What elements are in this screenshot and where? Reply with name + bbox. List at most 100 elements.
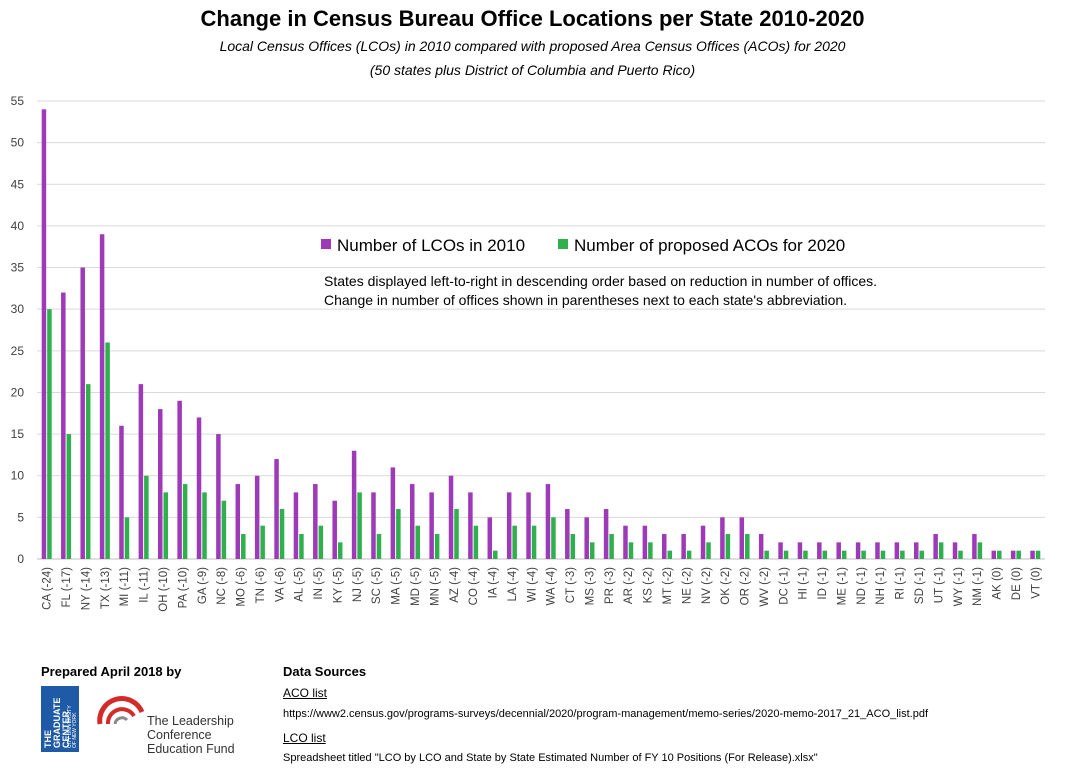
y-tick-label: 45 — [11, 177, 25, 191]
bar-lco-2010 — [603, 509, 609, 559]
y-tick-label: 35 — [11, 261, 25, 275]
bar-lco-2010 — [371, 492, 376, 559]
chart-subtitle: Local Census Offices (LCOs) in 2010 comp… — [219, 38, 846, 54]
bar-lco-2010 — [390, 467, 396, 559]
annotation-line-1: States displayed left-to-right in descen… — [324, 273, 877, 289]
x-tick-label: SD (-1) — [914, 567, 926, 604]
bar-lco-2010 — [991, 550, 997, 559]
bar-aco-2020 — [880, 550, 886, 559]
bar-aco-2020 — [783, 550, 789, 559]
bar-aco-2020 — [376, 534, 382, 559]
bar-lco-2010 — [274, 459, 279, 559]
bar-aco-2020 — [493, 550, 498, 559]
x-tick-label: NV (-2) — [701, 567, 713, 604]
legend-label-lco: Number of LCOs in 2010 — [337, 236, 525, 255]
x-tick-label: AR (-2) — [623, 567, 635, 604]
bar-aco-2020 — [570, 534, 576, 559]
lco-list-link[interactable]: LCO list — [283, 731, 326, 745]
bar-chart: 0 5 10 15 20 25 30 35 40 45 50 55 CA (-24) FL (-17) N… — [11, 94, 1045, 612]
bar-aco-2020 — [725, 534, 731, 559]
x-tick-label: OR (-2) — [740, 567, 752, 606]
prepared-by-label: Prepared April 2018 by — [41, 664, 182, 679]
bar-aco-2020 — [958, 550, 963, 559]
bar-lco-2010 — [817, 542, 822, 559]
x-tick-label: NE (-2) — [681, 567, 693, 604]
x-tick-label: UT (-1) — [933, 567, 945, 603]
bar-aco-2020 — [66, 434, 72, 559]
bar-aco-2020 — [667, 550, 672, 559]
x-tick-label: NC (-8) — [216, 567, 228, 605]
x-tick-label: NH (-1) — [875, 567, 887, 605]
bar-aco-2020 — [764, 550, 769, 559]
graduate-center-logo-sub: CITY UNIVERSITY OF NEW YORK — [67, 705, 78, 748]
bar-aco-2020 — [299, 534, 304, 559]
bar-lco-2010 — [565, 509, 570, 559]
bar-aco-2020 — [900, 550, 905, 559]
bar-aco-2020 — [85, 384, 91, 559]
x-tick-label: AL (-5) — [294, 567, 306, 602]
bar-lco-2010 — [972, 534, 977, 559]
x-tick-label: DC (-1) — [778, 567, 790, 605]
x-tick-label: IA (-4) — [488, 567, 500, 598]
x-tick-label: ME (-1) — [836, 567, 848, 606]
y-tick-label: 0 — [17, 552, 24, 566]
bar-aco-2020 — [531, 525, 537, 559]
bar-aco-2020 — [938, 542, 944, 559]
y-tick-label: 40 — [11, 219, 25, 233]
x-tick-label: IL (-11) — [139, 567, 151, 603]
bar-aco-2020 — [434, 534, 440, 559]
x-tick-label: OK (-2) — [720, 567, 732, 605]
bar-aco-2020 — [841, 550, 847, 559]
bar-lco-2010 — [158, 409, 163, 559]
bar-aco-2020 — [977, 542, 983, 559]
bar-lco-2010 — [196, 417, 202, 559]
bar-lco-2010 — [506, 492, 512, 559]
bar-aco-2020 — [241, 534, 246, 559]
chart-subtitle-scope: (50 states plus District of Columbia and… — [369, 62, 696, 78]
x-tick-label: KY (-5) — [332, 567, 344, 603]
x-tick-label: VT (0) — [1030, 567, 1042, 599]
bar-aco-2020 — [105, 342, 110, 559]
bar-aco-2020 — [144, 475, 149, 559]
y-tick-label: 55 — [11, 94, 25, 108]
bar-lco-2010 — [623, 525, 628, 559]
x-tick-label: NJ (-5) — [352, 567, 364, 602]
x-tick-label: MO (-6) — [236, 567, 248, 607]
x-tick-label: NY (-14) — [80, 567, 92, 610]
x-tick-label: ID (-1) — [817, 567, 829, 600]
bar-lco-2010 — [254, 475, 260, 559]
x-tick-label: MT (-2) — [662, 567, 674, 605]
chart-title: Change in Census Bureau Office Locations… — [200, 6, 865, 31]
y-axis-ticks: 0 5 10 15 20 25 30 35 40 45 50 55 — [11, 94, 25, 566]
x-tick-label: PA (-10) — [177, 567, 189, 608]
leadership-conference-logo-text: The Leadership Conference Education Fund — [147, 714, 235, 756]
bar-aco-2020 — [124, 517, 130, 559]
bar-aco-2020 — [648, 542, 653, 559]
y-tick-label: 15 — [11, 427, 25, 441]
x-tick-label: WA (-4) — [546, 567, 558, 606]
y-tick-label: 25 — [11, 344, 25, 358]
lco-list-description: Spreadsheet titled "LCO by LCO and State… — [283, 752, 818, 764]
x-axis-tick-labels: CA (-24) FL (-17) NY (-14) TX (-13) MI (-11)… — [42, 567, 1043, 612]
bar-aco-2020 — [512, 525, 517, 559]
bar-lco-2010 — [952, 542, 958, 559]
y-tick-label: 10 — [11, 469, 25, 483]
bar-lco-2010 — [720, 517, 725, 559]
x-tick-label: TX (-13) — [100, 567, 112, 609]
bar-aco-2020 — [318, 525, 324, 559]
bar-lco-2010 — [313, 484, 318, 559]
x-tick-label: IN (-5) — [313, 567, 325, 600]
x-tick-label: CT (-3) — [565, 567, 577, 603]
bar-lco-2010 — [80, 267, 85, 559]
x-tick-label: MA (-5) — [391, 567, 403, 605]
bar-aco-2020 — [357, 492, 362, 559]
bar-lco-2010 — [61, 292, 66, 559]
y-tick-label: 5 — [17, 510, 24, 524]
bar-aco-2020 — [396, 509, 401, 559]
y-tick-label: 20 — [11, 385, 25, 399]
bar-lco-2010 — [216, 434, 221, 559]
y-tick-label: 30 — [11, 302, 25, 316]
aco-list-link[interactable]: ACO list — [283, 686, 328, 700]
bar-aco-2020 — [919, 550, 924, 559]
x-tick-label: OH (-10) — [158, 567, 170, 612]
